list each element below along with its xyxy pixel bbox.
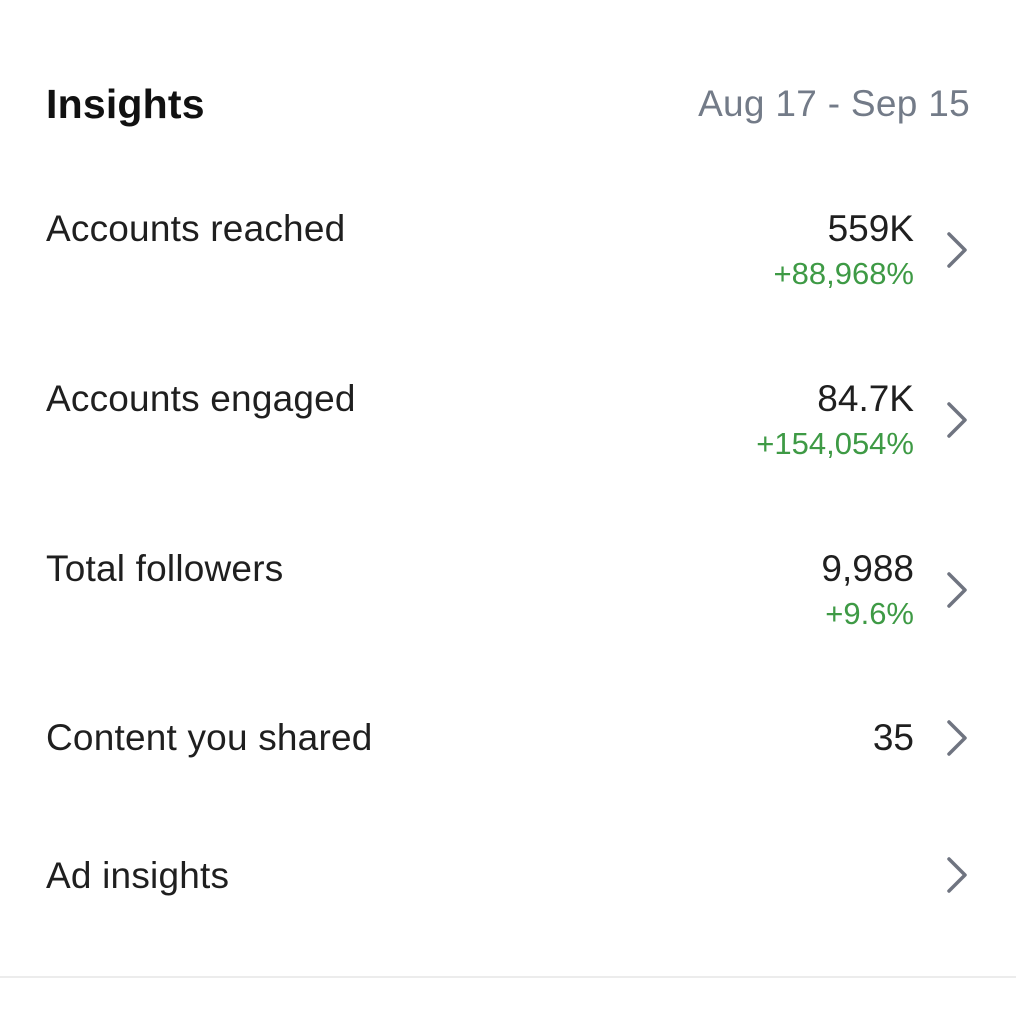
row-label: Ad insights <box>46 855 230 896</box>
row-right <box>944 853 970 897</box>
row-values: 84.7K +154,054% <box>756 376 914 464</box>
row-change: +154,054% <box>756 426 914 461</box>
chevron-right-icon <box>947 572 967 608</box>
row-label: Accounts reached <box>46 208 346 249</box>
insight-row-accounts-reached[interactable]: Accounts reached 559K +88,968% <box>46 206 970 294</box>
row-value: 84.7K <box>817 378 914 419</box>
row-values: 35 <box>873 715 914 761</box>
page-title: Insights <box>46 80 205 127</box>
row-right: 35 <box>873 715 970 761</box>
row-values: 559K +88,968% <box>774 206 914 294</box>
chevron-right-icon <box>947 402 967 438</box>
chevron-right-icon <box>947 720 967 756</box>
row-right: 559K +88,968% <box>774 206 970 294</box>
section-divider <box>0 976 1016 978</box>
row-change: +9.6% <box>825 596 914 631</box>
insight-row-accounts-engaged[interactable]: Accounts engaged 84.7K +154,054% <box>46 376 970 464</box>
insights-header: Insights Aug 17 - Sep 15 <box>46 76 970 132</box>
row-label: Accounts engaged <box>46 378 356 419</box>
date-range[interactable]: Aug 17 - Sep 15 <box>698 83 970 124</box>
row-value: 35 <box>872 717 914 758</box>
row-value: 559K <box>827 208 914 249</box>
row-right: 9,988 +9.6% <box>821 546 970 634</box>
row-label: Content you shared <box>46 717 373 758</box>
insight-row-total-followers[interactable]: Total followers 9,988 +9.6% <box>46 546 970 634</box>
row-label: Total followers <box>46 548 284 589</box>
row-value: 9,988 <box>821 548 914 589</box>
insight-row-content-you-shared[interactable]: Content you shared 35 <box>46 715 970 761</box>
row-values: 9,988 +9.6% <box>821 546 914 634</box>
chevron-right-icon <box>947 232 967 268</box>
row-change: +88,968% <box>773 256 914 291</box>
insight-row-ad-insights[interactable]: Ad insights <box>46 853 970 899</box>
row-right: 84.7K +154,054% <box>756 376 970 464</box>
chevron-right-icon <box>947 857 967 893</box>
